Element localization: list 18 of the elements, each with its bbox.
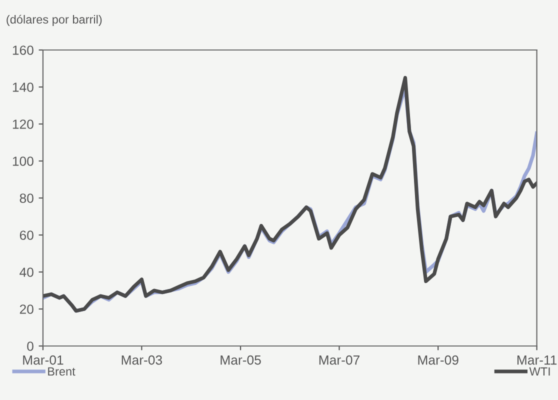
y-tick-label: 0 [27, 342, 34, 351]
y-tick-label: 40 [20, 268, 34, 277]
y-tick-label: 160 [12, 46, 34, 55]
y-tick-label: 140 [12, 82, 34, 92]
x-tick-label: Mar-11 [517, 356, 557, 365]
x-tick-label: Mar-09 [418, 355, 458, 365]
x-tick-label: Mar-03 [122, 355, 162, 365]
legend-label: Brent [48, 367, 76, 376]
y-tick-label: 20 [20, 304, 34, 314]
y-tick-label: 120 [12, 120, 34, 129]
legend-label: WTI [529, 367, 550, 376]
y-axis-title: (dólares por barril) [6, 14, 102, 26]
y-tick-label: 60 [20, 230, 34, 240]
x-tick-label: Mar-05 [220, 355, 261, 365]
x-tick-label: Mar-07 [319, 355, 360, 365]
y-tick-label: 80 [20, 194, 34, 203]
y-tick-label: 100 [12, 156, 34, 166]
x-tick-label: Mar-01 [23, 355, 64, 365]
